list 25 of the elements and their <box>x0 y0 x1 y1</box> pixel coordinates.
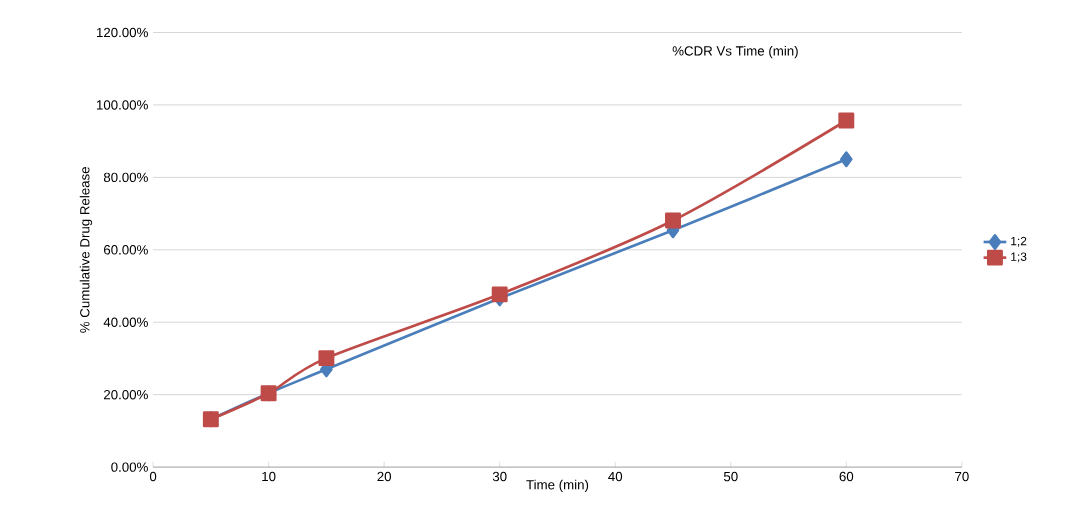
legend-label: 1;2 <box>1011 236 1027 247</box>
point <box>838 112 855 129</box>
y-tick-label: 60.00% <box>104 245 148 255</box>
y-tick-label: 0.00% <box>111 462 148 472</box>
x-axis-title: Time (min) <box>526 479 589 493</box>
x-tick-label: 0 <box>149 471 157 482</box>
y-tick-label: 120.00% <box>96 27 148 38</box>
y-tick-label: 20.00% <box>104 390 148 400</box>
point <box>491 286 508 303</box>
y-axis-title: % Cumulative Drug Release <box>79 167 93 333</box>
x-tick-label: 70 <box>955 471 969 482</box>
y-tick-label: 100.00% <box>96 100 148 110</box>
x-tick-label: 10 <box>262 471 276 482</box>
y-tick-label: 80.00% <box>103 172 148 183</box>
point <box>665 212 681 229</box>
x-tick-label: 40 <box>608 471 623 482</box>
legend-label: 1;3 <box>1011 252 1027 263</box>
x-tick-label: 30 <box>492 471 507 482</box>
point <box>318 350 335 367</box>
x-tick-label: 50 <box>723 471 738 482</box>
x-tick-label: 60 <box>839 471 854 482</box>
point <box>840 151 853 168</box>
x-tick-label: 20 <box>377 471 392 482</box>
text: %CDR Vs Time (min) <box>672 45 798 59</box>
y-tick-label: 40.00% <box>103 317 148 327</box>
